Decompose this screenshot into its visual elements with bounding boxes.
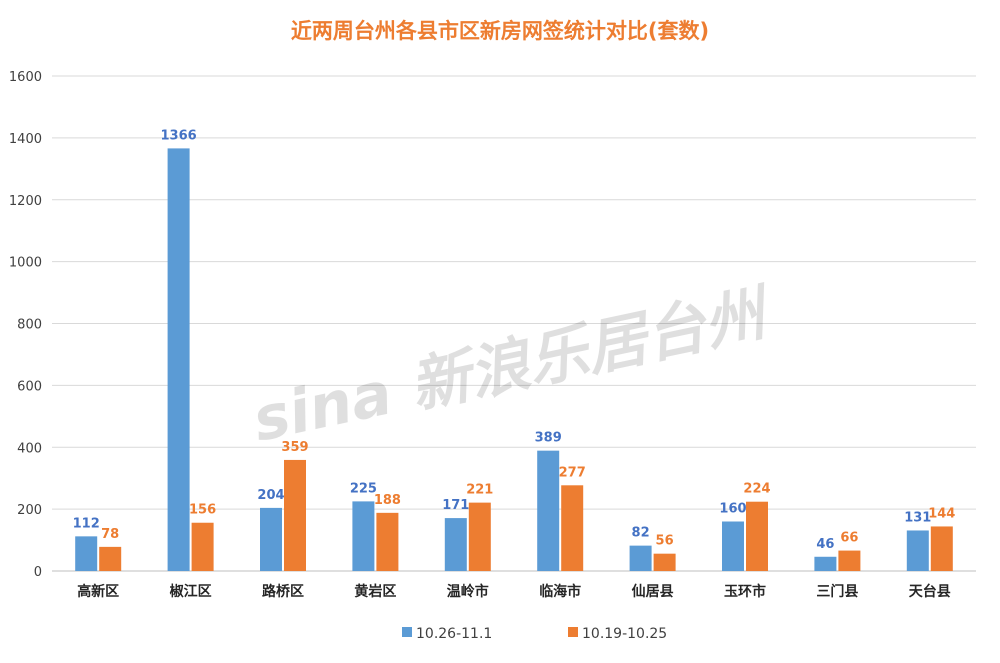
x-tick-label: 玉环市 bbox=[724, 583, 766, 600]
bar bbox=[906, 530, 929, 571]
bar bbox=[352, 501, 375, 571]
data-label: 1366 bbox=[161, 128, 197, 143]
data-label: 156 bbox=[189, 503, 216, 518]
y-tick-label: 1600 bbox=[9, 70, 42, 85]
bar bbox=[838, 550, 861, 571]
data-label: 160 bbox=[719, 502, 746, 517]
x-tick-label: 三门县 bbox=[816, 583, 858, 600]
bar bbox=[814, 556, 837, 571]
bar bbox=[167, 148, 190, 572]
data-label: 277 bbox=[559, 465, 586, 480]
watermark: sina 新浪乐居台州 bbox=[247, 277, 778, 455]
bar bbox=[930, 526, 953, 571]
y-tick-label: 0 bbox=[34, 565, 42, 580]
y-tick-label: 200 bbox=[17, 503, 42, 518]
bar bbox=[653, 553, 676, 571]
legend-label: 10.26-11.1 bbox=[416, 626, 492, 642]
legend-swatch bbox=[568, 627, 578, 637]
data-label: 66 bbox=[840, 531, 858, 546]
x-tick-label: 仙居县 bbox=[632, 583, 674, 600]
bar bbox=[561, 485, 584, 571]
data-label: 359 bbox=[281, 440, 308, 455]
bar bbox=[537, 450, 560, 571]
x-tick-label: 路桥区 bbox=[262, 583, 304, 600]
bar bbox=[746, 501, 768, 571]
x-tick-label: 黄岩区 bbox=[354, 583, 396, 600]
chart-title: 近两周台州各县市区新房网签统计对比(套数) bbox=[291, 19, 709, 43]
bar bbox=[75, 536, 98, 571]
y-tick-label: 1200 bbox=[9, 194, 42, 209]
data-label: 112 bbox=[73, 516, 100, 531]
data-label: 131 bbox=[904, 510, 931, 525]
data-label: 389 bbox=[535, 431, 562, 446]
x-tick-label: 温岭市 bbox=[447, 583, 489, 600]
x-tick-label: 天台县 bbox=[909, 583, 951, 600]
bar bbox=[260, 507, 282, 571]
y-tick-label: 400 bbox=[17, 441, 42, 456]
y-tick-label: 600 bbox=[17, 379, 42, 394]
bar bbox=[444, 518, 467, 571]
data-label: 221 bbox=[466, 483, 493, 498]
legend-swatch bbox=[402, 627, 412, 637]
data-label: 78 bbox=[101, 527, 119, 542]
data-label: 224 bbox=[743, 482, 770, 497]
legend-label: 10.19-10.25 bbox=[582, 626, 667, 642]
x-tick-label: 椒江区 bbox=[170, 583, 212, 600]
data-label: 56 bbox=[656, 534, 674, 549]
data-label: 225 bbox=[350, 481, 377, 496]
data-label: 82 bbox=[632, 526, 650, 541]
x-tick-label: 临海市 bbox=[539, 583, 581, 600]
data-label: 188 bbox=[374, 493, 401, 508]
y-tick-label: 1400 bbox=[9, 132, 42, 147]
data-label: 171 bbox=[442, 498, 469, 513]
bar bbox=[722, 521, 744, 571]
y-tick-label: 800 bbox=[17, 318, 42, 333]
bar bbox=[629, 545, 652, 571]
bar bbox=[191, 522, 214, 571]
bar bbox=[376, 512, 399, 571]
data-label: 204 bbox=[257, 488, 284, 503]
bar bbox=[99, 546, 122, 571]
data-label: 144 bbox=[928, 506, 955, 521]
y-tick-label: 1000 bbox=[9, 256, 42, 271]
x-tick-label: 高新区 bbox=[77, 583, 119, 600]
bar bbox=[284, 459, 306, 571]
bar bbox=[468, 502, 491, 571]
data-label: 46 bbox=[816, 537, 834, 552]
